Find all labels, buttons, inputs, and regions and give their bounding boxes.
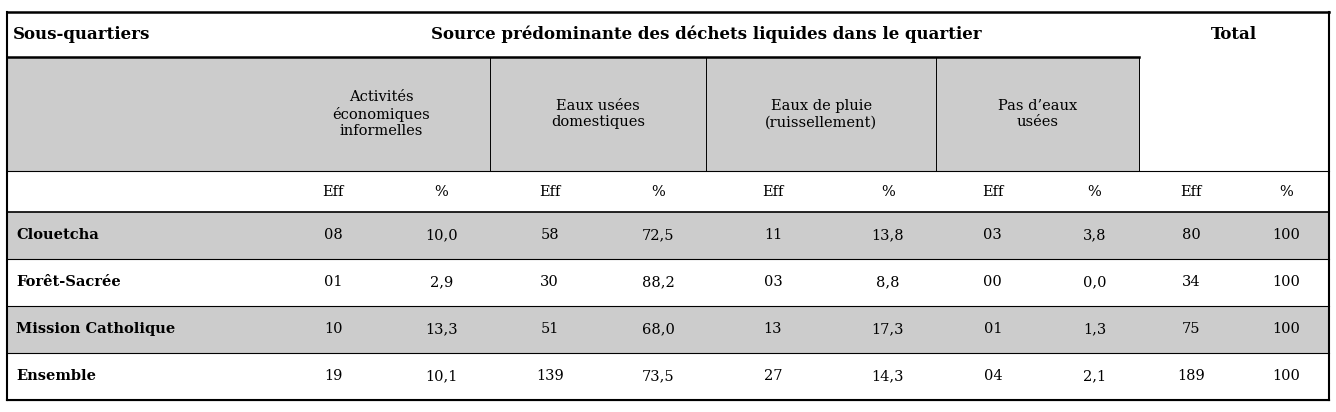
Text: Eff: Eff (1181, 185, 1202, 199)
Bar (7, 212, 1329, 259)
Text: Clouetcha: Clouetcha (16, 229, 99, 243)
Text: Forêt-Sacrée: Forêt-Sacrée (16, 275, 120, 289)
Text: 80: 80 (1181, 229, 1201, 243)
Text: 1,3: 1,3 (1082, 322, 1106, 336)
Text: 01: 01 (323, 275, 342, 289)
Text: 189: 189 (1177, 369, 1205, 383)
Text: %: % (1088, 185, 1101, 199)
Text: Source prédominante des déchets liquides dans le quartier: Source prédominante des déchets liquides… (432, 26, 982, 43)
Bar (7, 57, 1140, 171)
Text: 13: 13 (764, 322, 782, 336)
Bar (1140, 57, 1329, 171)
Text: 27: 27 (764, 369, 782, 383)
Text: 04: 04 (983, 369, 1002, 383)
Text: 10,1: 10,1 (425, 369, 458, 383)
Bar (7, 306, 1329, 353)
Text: Activités
économiques
informelles: Activités économiques informelles (333, 90, 430, 138)
Text: 13,8: 13,8 (871, 229, 904, 243)
Text: Mission Catholique: Mission Catholique (16, 322, 175, 336)
Text: 100: 100 (1272, 229, 1300, 243)
Text: 2,1: 2,1 (1083, 369, 1106, 383)
Text: 100: 100 (1272, 322, 1300, 336)
Text: 2,9: 2,9 (430, 275, 453, 289)
Text: Eff: Eff (538, 185, 560, 199)
Text: 10: 10 (323, 322, 342, 336)
Text: 11: 11 (764, 229, 782, 243)
Text: 03: 03 (764, 275, 783, 289)
Bar (7, 12, 1329, 57)
Text: 01: 01 (983, 322, 1002, 336)
Text: 100: 100 (1272, 275, 1300, 289)
Text: Eaux usées
domestiques: Eaux usées domestiques (550, 99, 645, 129)
Text: Eff: Eff (982, 185, 1003, 199)
Text: 30: 30 (540, 275, 558, 289)
Bar (7, 259, 1329, 306)
Bar (7, 353, 1329, 400)
Text: 51: 51 (541, 322, 558, 336)
Text: 58: 58 (541, 229, 558, 243)
Text: 10,0: 10,0 (425, 229, 458, 243)
Text: 03: 03 (983, 229, 1002, 243)
Text: 34: 34 (1182, 275, 1200, 289)
Text: 17,3: 17,3 (871, 322, 904, 336)
Text: %: % (651, 185, 665, 199)
Text: Ensemble: Ensemble (16, 369, 96, 383)
Text: Eff: Eff (322, 185, 343, 199)
Text: 13,3: 13,3 (425, 322, 458, 336)
Text: 139: 139 (536, 369, 564, 383)
Text: Eaux de pluie
(ruissellement): Eaux de pluie (ruissellement) (766, 99, 878, 129)
Text: 75: 75 (1182, 322, 1200, 336)
Text: 08: 08 (323, 229, 342, 243)
Text: Total: Total (1212, 26, 1257, 43)
Text: 3,8: 3,8 (1082, 229, 1106, 243)
Text: Pas d’eaux
usées: Pas d’eaux usées (998, 99, 1077, 129)
Text: %: % (434, 185, 449, 199)
Text: 0,0: 0,0 (1082, 275, 1106, 289)
Text: 68,0: 68,0 (641, 322, 675, 336)
Text: Eff: Eff (763, 185, 784, 199)
Text: 00: 00 (983, 275, 1002, 289)
Text: 72,5: 72,5 (641, 229, 675, 243)
Text: %: % (1279, 185, 1293, 199)
Text: Sous-quartiers: Sous-quartiers (13, 26, 151, 43)
Bar (7, 171, 1329, 212)
Text: 88,2: 88,2 (641, 275, 675, 289)
Text: %: % (880, 185, 895, 199)
Text: 14,3: 14,3 (871, 369, 904, 383)
Text: 8,8: 8,8 (876, 275, 899, 289)
Text: 73,5: 73,5 (641, 369, 675, 383)
Text: 100: 100 (1272, 369, 1300, 383)
Text: 19: 19 (325, 369, 342, 383)
